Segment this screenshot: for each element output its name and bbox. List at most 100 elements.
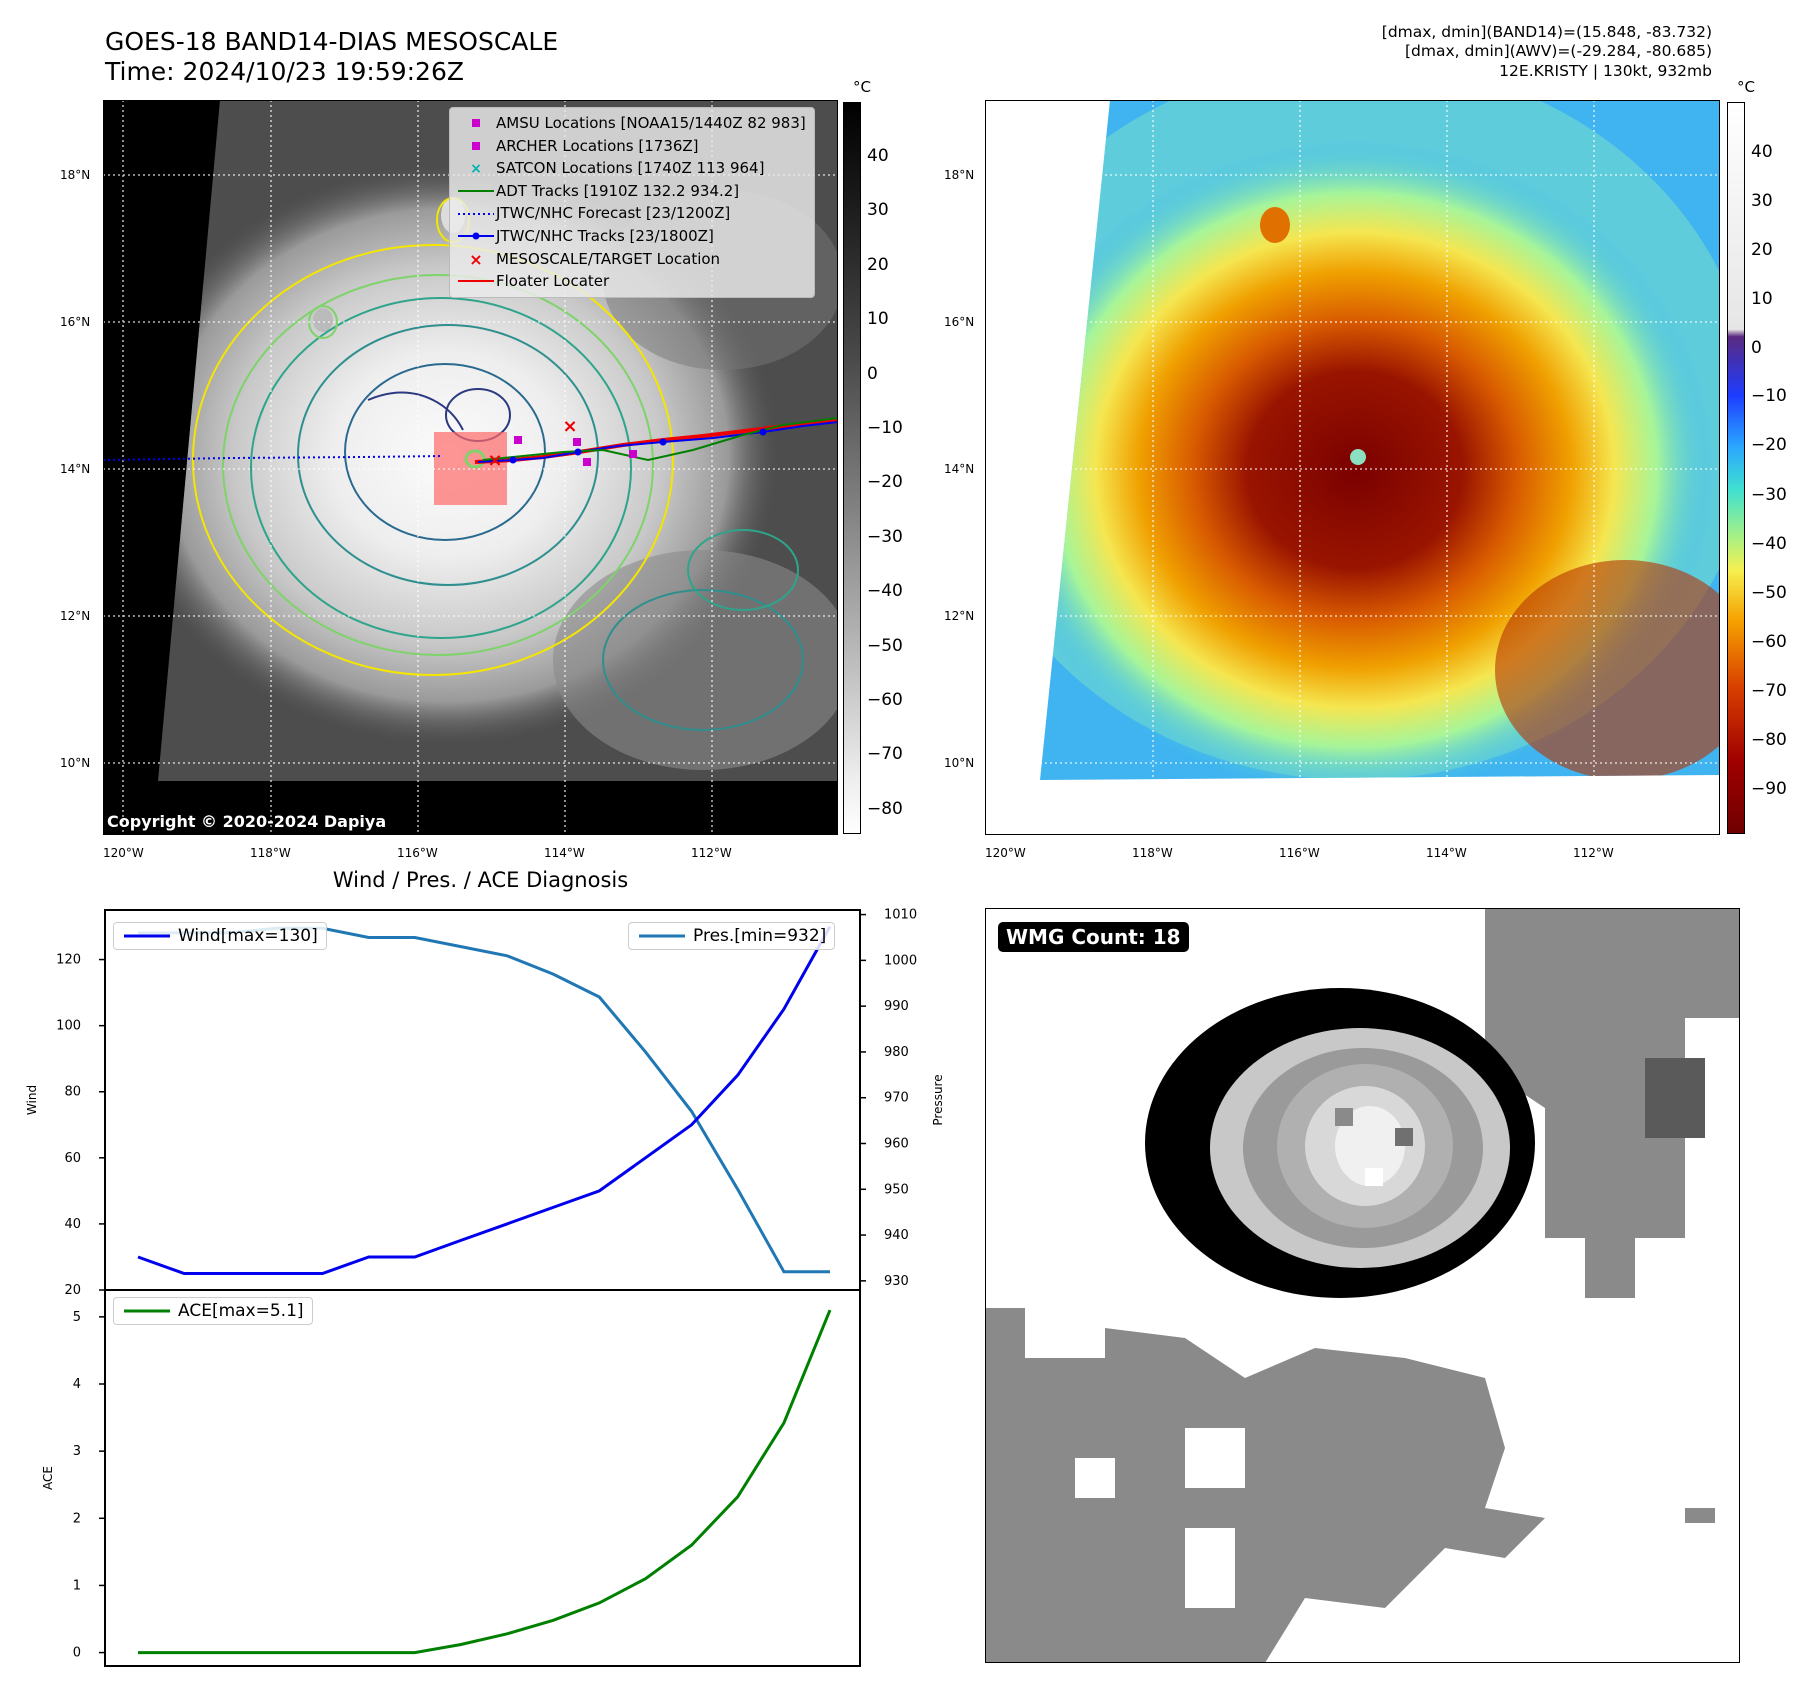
awv-lat-label-10n: 10°N	[944, 756, 975, 770]
cbc-tick-m20: −20	[1751, 435, 1787, 455]
cbc-tick-10: 10	[1751, 289, 1773, 309]
legend-floater: Floater Locater	[456, 270, 806, 293]
legend-wind-label: Wind[max=130]	[178, 926, 318, 946]
ace-tick-label: 1	[73, 1578, 81, 1593]
awv-lat-label-18n: 18°N	[944, 168, 975, 182]
header-awv-range: [dmax, dmin](AWV)=(-29.284, -80.685)	[1405, 42, 1712, 60]
cbg-tick-m40: −40	[867, 581, 903, 601]
cbc-tick-0: 0	[1751, 338, 1762, 358]
wind-tick-label: 120	[56, 953, 81, 968]
pressure-tick-label: 980	[884, 1045, 909, 1060]
wind-tick-label: 20	[64, 1283, 81, 1298]
lon-label-120w: 120°W	[103, 846, 144, 860]
tracks-line-icon	[458, 232, 494, 240]
floater-line-icon	[458, 280, 494, 283]
copyright-text: Copyright © 2020-2024 Dapiya	[107, 812, 387, 831]
legend-pressure-label: Pres.[min=932]	[693, 926, 827, 946]
cbc-tick-20: 20	[1751, 240, 1773, 260]
cbc-tick-m10: −10	[1751, 386, 1787, 406]
lon-label-118w: 118°W	[250, 846, 291, 860]
awv-map	[985, 100, 1720, 835]
chart-title: GOES-18 BAND14-DIAS MESOSCALE	[105, 27, 559, 56]
pressure-tick-label: 940	[884, 1228, 909, 1243]
cbc-tick-m30: −30	[1751, 485, 1787, 505]
wmg-panel	[985, 908, 1740, 1663]
lat-label-12n: 12°N	[60, 609, 91, 623]
legend-satcon-label: SATCON Locations [1740Z 113 964]	[496, 159, 765, 178]
svg-text:×: ×	[562, 416, 577, 437]
cbg-tick-0: 0	[867, 364, 878, 384]
cbc-tick-30: 30	[1751, 191, 1773, 211]
legend-tracks: JTWC/NHC Tracks [23/1800Z]	[456, 225, 806, 248]
pressure-tick-label: 960	[884, 1136, 909, 1151]
cbc-tick-m50: −50	[1751, 583, 1787, 603]
cbc-tick-40: 40	[1751, 142, 1773, 162]
cbg-tick-m10: −10	[867, 418, 903, 438]
awv-lat-label-16n: 16°N	[944, 315, 975, 329]
diagnosis-title: Wind / Pres. / ACE Diagnosis	[332, 868, 629, 892]
cbg-tick-m60: −60	[867, 690, 903, 710]
wind-series-line	[137, 925, 832, 1275]
cbg-tick-40: 40	[867, 146, 889, 166]
ace-tick-label: 0	[73, 1646, 81, 1661]
legend-target: × MESOSCALE/TARGET Location	[456, 248, 806, 271]
legend-forecast: JTWC/NHC Forecast [23/1200Z]	[456, 202, 806, 225]
svg-text:×: ×	[487, 450, 502, 471]
header-storm-info: 12E.KRISTY | 130kt, 932mb	[1499, 62, 1712, 80]
wmg-count-badge: WMG Count: 18	[998, 922, 1189, 952]
colorbar-color	[1727, 102, 1745, 834]
awv-lon-label-112w: 112°W	[1573, 846, 1614, 860]
wind-tick-label: 100	[56, 1019, 81, 1034]
wind-axis-label: Wind	[25, 1085, 39, 1115]
map-legend: AMSU Locations [NOAA15/1440Z 82 983] ARC…	[449, 107, 815, 298]
pressure-tick-label: 970	[884, 1091, 909, 1106]
lat-label-18n: 18°N	[60, 168, 91, 182]
satcon-marker-icon: ×	[470, 161, 482, 177]
legend-floater-label: Floater Locater	[496, 272, 610, 291]
cbc-tick-m60: −60	[1751, 632, 1787, 652]
cbc-tick-m90: −90	[1751, 779, 1787, 799]
wind-legend-line-icon	[124, 934, 170, 938]
legend-adt: ADT Tracks [1910Z 132.2 934.2]	[456, 180, 806, 203]
cbg-tick-20: 20	[867, 255, 889, 275]
legend-amsu: AMSU Locations [NOAA15/1440Z 82 983]	[456, 112, 806, 135]
legend-wind: Wind[max=130]	[113, 922, 327, 950]
legend-forecast-label: JTWC/NHC Forecast [23/1200Z]	[496, 204, 731, 223]
lat-label-14n: 14°N	[60, 462, 91, 476]
legend-tracks-label: JTWC/NHC Tracks [23/1800Z]	[496, 226, 714, 245]
cbg-tick-m30: −30	[867, 527, 903, 547]
lat-label-16n: 16°N	[60, 315, 91, 329]
pressure-legend-line-icon	[639, 934, 685, 938]
cbc-tick-m80: −80	[1751, 730, 1787, 750]
svg-text:×: ×	[470, 161, 482, 177]
pressure-tick-label: 1010	[884, 908, 917, 923]
lon-label-116w: 116°W	[397, 846, 438, 860]
awv-lon-label-118w: 118°W	[1132, 846, 1173, 860]
cbg-tick-m80: −80	[867, 799, 903, 819]
forecast-line-icon	[458, 212, 494, 215]
ace-series-line	[138, 1309, 832, 1655]
legend-ace-label: ACE[max=5.1]	[178, 1301, 304, 1321]
svg-text:×: ×	[469, 250, 482, 269]
lon-label-114w: 114°W	[544, 846, 585, 860]
ace-tick-label: 2	[73, 1511, 81, 1526]
pressure-axis-label: Pressure	[931, 1074, 945, 1125]
cbg-tick-m50: −50	[867, 636, 903, 656]
cbg-tick-m70: −70	[867, 744, 903, 764]
wind-tick-label: 80	[64, 1085, 81, 1100]
legend-satcon: × SATCON Locations [1740Z 113 964]	[456, 157, 806, 180]
legend-target-label: MESOSCALE/TARGET Location	[496, 249, 721, 268]
cbc-tick-m40: −40	[1751, 534, 1787, 554]
header-band14-range: [dmax, dmin](BAND14)=(15.848, -83.732)	[1381, 23, 1712, 41]
ace-axis-label: ACE	[41, 1466, 55, 1490]
awv-lon-label-120w: 120°W	[985, 846, 1026, 860]
lat-label-10n: 10°N	[60, 756, 91, 770]
colorbar-color-unit: °C	[1737, 78, 1755, 96]
pressure-tick-label: 950	[884, 1182, 909, 1197]
legend-ace: ACE[max=5.1]	[113, 1297, 313, 1325]
legend-archer-label: ARCHER Locations [1736Z]	[496, 136, 699, 155]
legend-pressure: Pres.[min=932]	[628, 922, 836, 950]
legend-adt-label: ADT Tracks [1910Z 132.2 934.2]	[496, 181, 740, 200]
colorbar-gray-unit: °C	[853, 78, 871, 96]
